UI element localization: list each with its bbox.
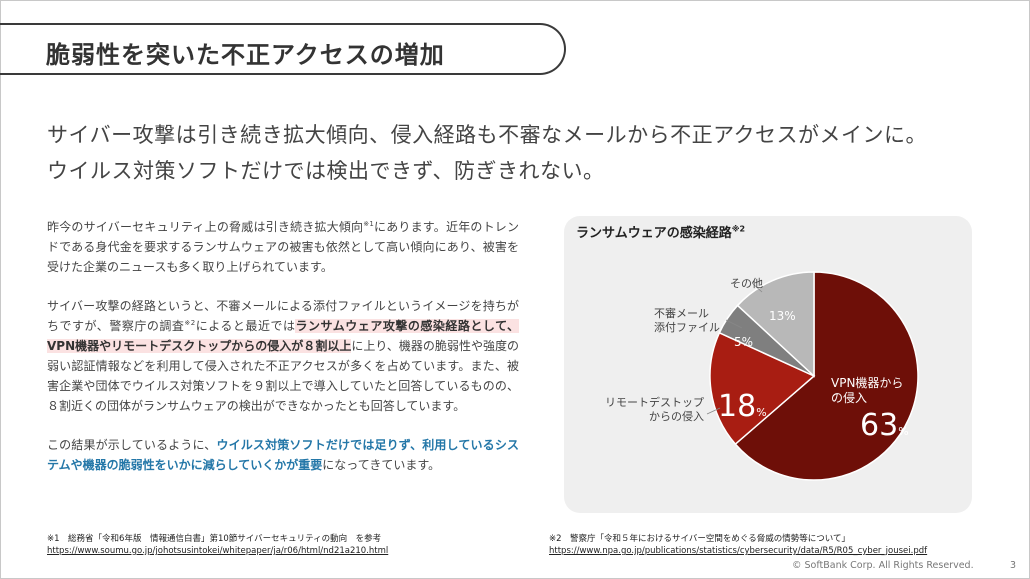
chart-title-ref: ※2 (731, 224, 746, 234)
footnote-1: ※1 総務省「令和6年版 情報通信白書」第10節サイバーセキュリティの動向 を参… (47, 533, 388, 557)
other-value: 13% (769, 309, 796, 323)
label-other: その他 (730, 277, 763, 290)
paragraph-2: サイバー攻撃の経路というと、不審メールによる添付ファイルというイメージを持ちがち… (47, 296, 519, 416)
footnote-2-link[interactable]: https://www.npa.go.jp/publications/stati… (549, 546, 928, 556)
para2-text-c: に上り、機器の脆弱性や強度の弱い認証情報などを利用して侵入された不正アクセスが多… (47, 339, 519, 413)
leader-mail (725, 319, 743, 329)
leader-remote (706, 407, 721, 415)
para2-text-a: サイバー攻撃の経路というと、不審メールによる添付ファイルというイメージを持ちがち… (47, 299, 519, 333)
footnote-ref-1: ※1 (363, 220, 374, 228)
title-banner (0, 23, 566, 75)
para3-text-b: になってきています。 (322, 458, 441, 472)
label-remote-line2: からの侵入 (649, 410, 704, 423)
chart-title-text: ランサムウェアの感染経路 (576, 226, 732, 241)
footnote-ref-2: ※2 (184, 319, 196, 327)
mail-value: 5% (734, 335, 753, 349)
slide-title: 脆弱性を突いた不正アクセスの増加 (46, 41, 445, 69)
footnote-1-label: ※1 総務省「令和6年版 情報通信白書」第10節サイバーセキュリティの動向 を参… (47, 534, 382, 544)
lead-line-2: ウイルス対策ソフトだけでは検出できず、防ぎきれない。 (47, 159, 605, 183)
vpn-value: 63% (860, 408, 909, 443)
chart-title: ランサムウェアの感染経路※2 (576, 222, 745, 241)
para3-emphasis: ウイルス対策ソフトだけでは足りず、利用しているシステムや機器の脆弱性をいかに減ら… (47, 438, 519, 472)
lead-line-1: サイバー攻撃は引き続き拡大傾向、侵入経路も不審なメールから不正アクセスがメインに… (47, 123, 928, 147)
footnote-2-label: ※2 警察庁「令和５年におけるサイバー空間をめぐる脅威の情勢等について」 (549, 534, 850, 544)
copyright: © SoftBank Corp. All Rights Reserved. (792, 560, 974, 571)
label-remote-line1: リモートデストップ (605, 396, 704, 409)
vpn-label-line2: の侵入 (831, 390, 867, 405)
footnote-1-link[interactable]: https://www.soumu.go.jp/johotsusintokei/… (47, 546, 389, 556)
paragraph-1: 昨今のサイバーセキュリティ上の脅威は引き続き拡大傾向※1にあります。近年のトレン… (47, 217, 519, 277)
page-number: 3 (1010, 560, 1017, 571)
label-mail-line2: 添付ファイル (654, 321, 720, 334)
slice-vpn (734, 271, 919, 481)
para1-text-a: 昨今のサイバーセキュリティ上の脅威は引き続き拡大傾向 (47, 220, 364, 234)
para3-text-a: この結果が示しているように、 (47, 438, 217, 452)
lead-text: サイバー攻撃は引き続き拡大傾向、侵入経路も不審なメールから不正アクセスがメインに… (47, 117, 1007, 189)
paragraph-3: この結果が示しているように、ウイルス対策ソフトだけでは足りず、利用しているシステ… (47, 435, 519, 475)
footnote-2: ※2 警察庁「令和５年におけるサイバー空間をめぐる脅威の情勢等について」 htt… (549, 533, 927, 557)
remote-value: 18% (718, 389, 767, 424)
leader-other (751, 282, 763, 293)
slice-remote (709, 331, 816, 446)
vpn-label-line1: VPN機器から (831, 375, 903, 390)
label-mail-line1: 不審メール (654, 307, 709, 320)
slice-other (736, 271, 815, 378)
para2-text-b: によると最近では (195, 319, 296, 333)
para1-text-b: にあります。近年のトレンドである身代金を要求するランサムウェアの被害も依然として… (47, 220, 520, 274)
body-text: 昨今のサイバーセキュリティ上の脅威は引き続き拡大傾向※1にあります。近年のトレン… (47, 217, 519, 494)
